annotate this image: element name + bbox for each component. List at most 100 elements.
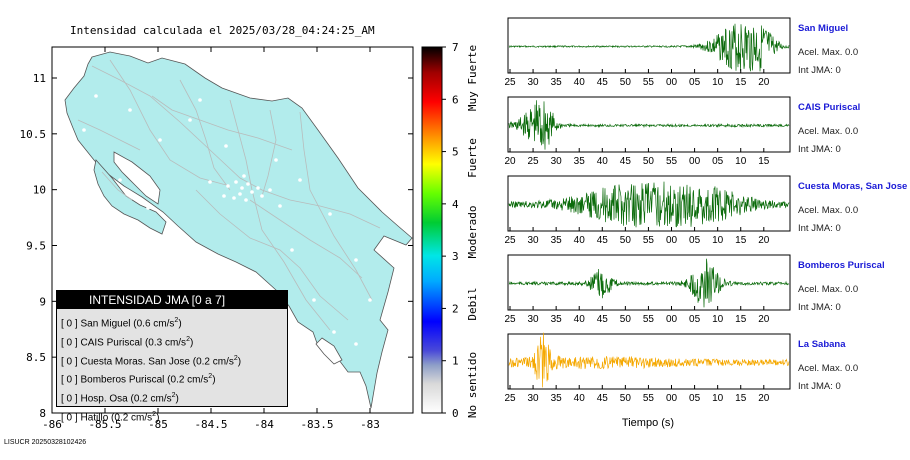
map-x-tick-label: -83.5 xyxy=(300,418,333,431)
waveform-tick-label: 45 xyxy=(620,156,632,167)
legend-item-value: (0.2 cm/s xyxy=(192,355,234,367)
waveform-tick-label: 50 xyxy=(620,314,632,325)
legend-item-close: ) xyxy=(175,393,179,405)
station-jma-intensity: Int JMA: 0 xyxy=(798,381,841,392)
station-max-accel: Acel. Max. 0.0 xyxy=(798,126,859,137)
waveform-tick-label: 35 xyxy=(551,314,563,325)
legend-item-name: Cuesta Moras. San Jose xyxy=(80,355,190,367)
colorbar-tick-label: 7 xyxy=(452,41,459,54)
colorbar-labels: No sentido Debil Moderado Fuerte Muy Fuerte xyxy=(466,45,479,418)
waveform-tick-label: 40 xyxy=(574,235,586,246)
legend-items: [ 0 ] San Miguel (0.6 cm/s 2) [ 0 ] CAIS P… xyxy=(57,309,287,426)
waveform-frame xyxy=(507,96,791,153)
legend-item-value: (0.3 cm/s xyxy=(144,337,187,349)
colorbar xyxy=(421,46,443,414)
colorbar-tick-label: 0 xyxy=(452,407,459,420)
waveform-trace xyxy=(508,100,790,150)
legend-item-unit-exponent: 2 xyxy=(171,392,176,400)
waveform-tick-label: 35 xyxy=(551,235,563,246)
waveform-tick-label: 20 xyxy=(758,77,770,88)
legend-item-level: [ 0 ] xyxy=(61,318,78,330)
waveform-tick-label: 35 xyxy=(551,77,563,88)
legend-item: [ 0 ] CAIS Puriscal (0.3 cm/s2) xyxy=(61,332,287,351)
waveform-tick-label: 00 xyxy=(666,235,678,246)
waveform-tick-label: 35 xyxy=(574,156,586,167)
waveform-tick-label: 10 xyxy=(712,77,724,88)
waveform-tick-label: 00 xyxy=(666,77,678,88)
station-jma-intensity: Int JMA: 0 xyxy=(798,144,841,155)
legend-item-close: ) xyxy=(156,412,160,424)
waveform-tick-label: 25 xyxy=(504,77,516,88)
colorbar-axis: 0 1 2 3 4 5 6 7 xyxy=(442,41,459,420)
waveform-tick-label: 15 xyxy=(735,314,747,325)
station-dots xyxy=(82,94,372,346)
legend-item-value: (0.6 cm/s xyxy=(133,318,175,330)
waveform-tick-label: 40 xyxy=(574,314,586,325)
map-x-tick-label: -86 xyxy=(42,418,62,431)
waveform-tick-label: 15 xyxy=(735,235,747,246)
station-jma-intensity: Int JMA: 0 xyxy=(798,302,841,313)
colorbar-tick-label: 5 xyxy=(452,146,459,159)
waveform-tick-label: 25 xyxy=(528,156,540,167)
waveform-tick-label: 45 xyxy=(597,235,609,246)
waveform-tick-label: 00 xyxy=(666,393,678,404)
waveform-x-axis-label: Tiempo (s) xyxy=(622,417,674,429)
waveform-tick-label: 05 xyxy=(689,314,701,325)
waveform-tick-label: 30 xyxy=(528,77,540,88)
waveform-tick-label: 30 xyxy=(528,235,540,246)
map-x-tick-label: -84.5 xyxy=(194,418,227,431)
map-y-tick-label: 10.5 xyxy=(20,128,47,141)
waveform-tick-label: 10 xyxy=(735,156,747,167)
waveform-tick-label: 10 xyxy=(712,314,724,325)
map-y-tick-label: 10 xyxy=(33,184,46,197)
waveform-tick-label: 55 xyxy=(643,235,655,246)
gulf-of-nicoya xyxy=(113,151,161,205)
station-jma-intensity: Int JMA: 0 xyxy=(798,223,841,234)
waveform-tick-label: 45 xyxy=(597,77,609,88)
legend-item: [ 0 ] Hatillo (0.2 cm/s2) xyxy=(61,407,287,426)
waveform-tick-label: 50 xyxy=(620,393,632,404)
waveform-tick-label: 20 xyxy=(758,314,770,325)
legend-item-unit-exponent: 2 xyxy=(233,354,238,362)
footer-id: LISUCR 20250328102426 xyxy=(4,439,87,446)
waveform-frame xyxy=(507,254,791,311)
waveform-tick-label: 55 xyxy=(643,393,655,404)
waveform-tick-label: 15 xyxy=(735,393,747,404)
map-x-tick-label: -85 xyxy=(148,418,168,431)
colorbar-tick-label: 2 xyxy=(452,302,459,315)
golfo-dulce xyxy=(315,337,343,365)
legend-item-name: Hosp. Osa xyxy=(80,393,128,405)
legend-item-level: [ 0 ] xyxy=(61,374,78,386)
waveform-tick-label: 10 xyxy=(712,235,724,246)
legend-title: INTENSIDAD JMA [0 a 7] xyxy=(57,291,287,309)
station-max-accel: Acel. Max. 0.0 xyxy=(798,47,859,58)
waveform-tick-label: 15 xyxy=(735,77,747,88)
waveform-trace xyxy=(508,332,790,388)
map-x-tick-label: -83 xyxy=(360,418,380,431)
legend-item-level: [ 0 ] xyxy=(61,412,78,424)
colorbar-tick-label: 4 xyxy=(452,198,459,211)
map-x-tick-label: -85.5 xyxy=(88,418,121,431)
station-jma-intensity: Int JMA: 0 xyxy=(798,65,841,76)
station-max-accel: Acel. Max. 0.0 xyxy=(798,284,859,295)
map-y-tick-label: 8.5 xyxy=(26,351,46,364)
legend-item-name: San Miguel xyxy=(80,318,131,330)
legend-item-close: ) xyxy=(237,355,242,367)
legend-item-unit-exponent: 2 xyxy=(152,411,157,419)
legend-item-level: [ 0 ] xyxy=(61,337,78,349)
legend-item-close: ) xyxy=(212,374,216,386)
station-name: La Sabana xyxy=(798,339,846,350)
waveform-tick-label: 40 xyxy=(574,393,586,404)
waveform-panel: 25 30 35 40 45 50 55 00 05 10 15 20 xyxy=(504,17,791,88)
waveform-trace xyxy=(508,258,790,308)
costa-rica-map xyxy=(64,51,413,409)
legend-item-name: CAIS Puriscal xyxy=(80,337,143,349)
colorbar-category-label: Moderado xyxy=(466,206,479,259)
waveform-tick-label: 50 xyxy=(620,235,632,246)
waveform-tick-label: 45 xyxy=(597,393,609,404)
waveform-tick-label: 20 xyxy=(758,393,770,404)
waveform-tick-label: 50 xyxy=(643,156,655,167)
waveform-tick-label: 00 xyxy=(666,314,678,325)
waveform-tick-label: 15 xyxy=(758,156,770,167)
map-y-tick-label: 9 xyxy=(39,295,46,308)
